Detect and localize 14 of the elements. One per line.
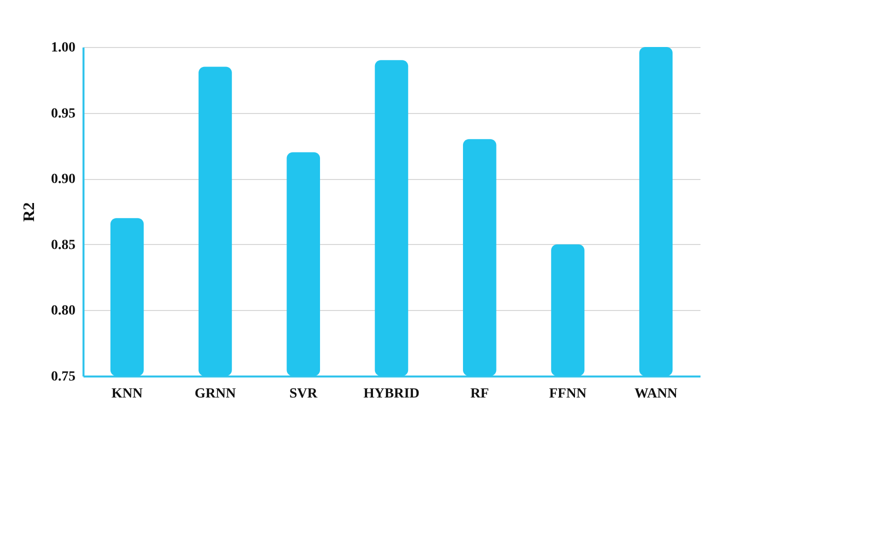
x-tick-label: KNN — [112, 386, 143, 402]
y-axis-title: R2 — [21, 202, 38, 222]
y-tick-label: 0.95 — [51, 106, 76, 122]
x-tick-label: FFNN — [549, 386, 586, 402]
y-tick-label: 0.85 — [51, 238, 76, 253]
x-tick-label: HYBRID — [363, 386, 420, 402]
x-tick-label: RF — [470, 386, 489, 402]
y-tick-label: 0.75 — [51, 370, 76, 384]
y-tick-label: 0.80 — [51, 304, 76, 319]
x-tick-label: WANN — [634, 386, 678, 402]
x-tick-label: GRNN — [194, 386, 236, 402]
y-tick-label: 0.90 — [51, 172, 76, 188]
x-tick-label: SVR — [289, 386, 318, 402]
y-tick-label: 1.00 — [51, 40, 76, 56]
